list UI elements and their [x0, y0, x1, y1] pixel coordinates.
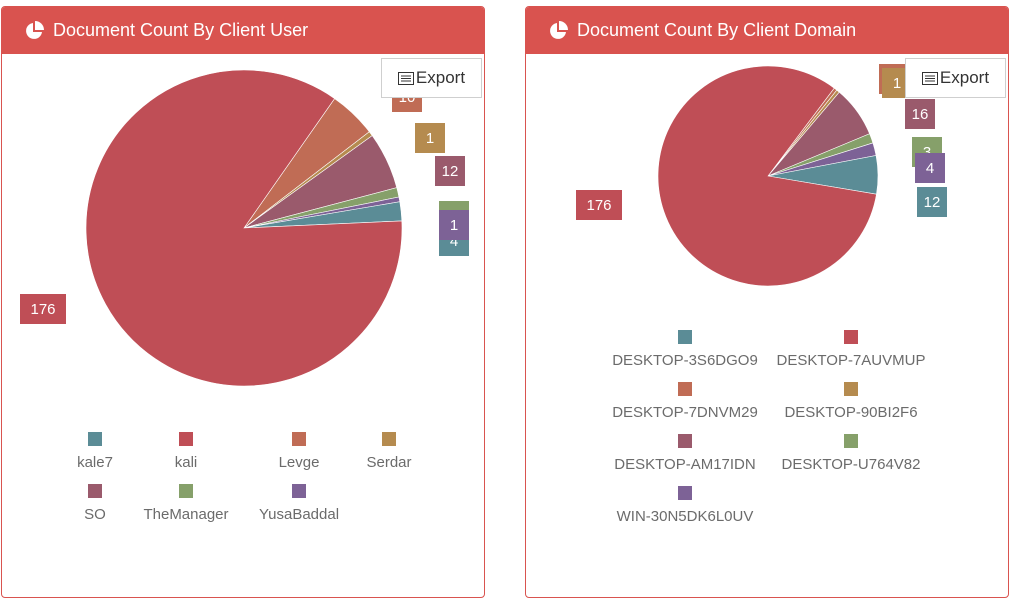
data-label-yusabaddal: 1 [439, 210, 469, 240]
legend-swatch [844, 434, 858, 448]
legend-label: Serdar [366, 454, 412, 471]
panel-title: Document Count By Client User [53, 20, 309, 40]
data-label-kali: 176 [20, 294, 66, 324]
svg-text:16: 16 [912, 106, 929, 123]
legend-label: WIN-30N5DK6L0UV [616, 508, 754, 525]
pie-chart-icon [24, 20, 44, 41]
legend-label: TheManager [143, 506, 229, 523]
legend-item-serdar[interactable]: Serdar [309, 432, 469, 472]
legend-label: SO [84, 506, 106, 523]
legend-swatch [678, 382, 692, 396]
svg-text:12: 12 [924, 194, 941, 211]
legend-swatch [678, 434, 692, 448]
legend-item-kali[interactable]: kali [106, 432, 266, 472]
legend-item-so[interactable]: SO [15, 484, 175, 524]
pie-chart-client-user: 41761011221 [20, 69, 469, 387]
legend-label: DESKTOP-AM17IDN [614, 456, 756, 473]
svg-text:1: 1 [450, 217, 458, 234]
legend-swatch [88, 432, 102, 446]
pie-chart-client-domain: 12176111634 [576, 64, 947, 287]
svg-text:176: 176 [586, 197, 611, 214]
legend-label: DESKTOP-7DNVM29 [612, 404, 758, 421]
legend-label: DESKTOP-7AUVMUP [776, 352, 926, 369]
legend-swatch [179, 484, 193, 498]
svg-text:4: 4 [450, 233, 458, 250]
data-label-desktop-am17idn: 16 [905, 99, 935, 129]
data-label-serdar: 1 [415, 123, 445, 153]
svg-text:4: 4 [926, 160, 934, 177]
data-label-so: 12 [435, 156, 465, 186]
legend-item-desktop-7auvmup[interactable]: DESKTOP-7AUVMUP [771, 330, 931, 370]
legend-swatch [678, 486, 692, 500]
legend-label: kale7 [77, 454, 113, 471]
legend-label: kali [174, 454, 198, 471]
export-label: Export [939, 68, 990, 87]
legend-swatch [844, 330, 858, 344]
export-button[interactable]: Export [905, 58, 1006, 98]
pie-slice-kali[interactable] [85, 69, 403, 387]
legend-item-levge[interactable]: Levge [219, 432, 379, 472]
panel-title: Document Count By Client Domain [577, 20, 857, 40]
legend-item-desktop-am17idn[interactable]: DESKTOP-AM17IDN [605, 434, 765, 474]
list-icon [397, 71, 414, 85]
legend-label: YusaBaddal [258, 506, 340, 523]
panel-header: Document Count By Client User [2, 7, 484, 54]
svg-text:12: 12 [442, 163, 459, 180]
legend-swatch [678, 330, 692, 344]
svg-text:1: 1 [893, 75, 901, 92]
panel-client-user: Document Count By Client User Export 4 17… [1, 6, 485, 598]
legend-item-desktop-3s6dgo9[interactable]: DESKTOP-3S6DGO9 [605, 330, 765, 370]
legend-label: DESKTOP-90BI2F6 [784, 404, 918, 421]
legend-item-win-30n5dk6l0uv[interactable]: WIN-30N5DK6L0UV [605, 486, 765, 526]
legend-swatch [292, 432, 306, 446]
legend-item-desktop-7dnvm29[interactable]: DESKTOP-7DNVM29 [605, 382, 765, 422]
legend-swatch [88, 484, 102, 498]
legend-swatch [292, 484, 306, 498]
svg-text:1: 1 [426, 130, 434, 147]
data-label-desktop-3s6dgo9: 12 [917, 187, 947, 217]
legend-swatch [179, 432, 193, 446]
export-button[interactable]: Export [381, 58, 482, 98]
panel-header: Document Count By Client Domain [526, 7, 1008, 54]
legend-label: DESKTOP-U764V82 [781, 456, 921, 473]
pie-chart-icon [548, 20, 568, 41]
legend-item-yusabaddal[interactable]: YusaBaddal [219, 484, 379, 524]
export-label: Export [415, 68, 466, 87]
legend-item-themanager[interactable]: TheManager [106, 484, 266, 524]
legend-swatch [844, 382, 858, 396]
legend-label: Levge [278, 454, 320, 471]
list-icon [921, 71, 938, 85]
svg-text:176: 176 [30, 301, 55, 318]
legend-item-desktop-u764v82[interactable]: DESKTOP-U764V82 [771, 434, 931, 474]
legend-item-desktop-90bi2f6[interactable]: DESKTOP-90BI2F6 [771, 382, 931, 422]
legend-item-kale7[interactable]: kale7 [15, 432, 175, 472]
data-label-desktop-7auvmup: 176 [576, 190, 622, 220]
legend-swatch [382, 432, 396, 446]
data-label-win-30n5dk6l0uv: 4 [915, 153, 945, 183]
legend-label: DESKTOP-3S6DGO9 [612, 352, 758, 369]
svg-text:3: 3 [923, 144, 931, 161]
panel-client-domain: Document Count By Client Domain Export 1… [525, 6, 1009, 598]
pie-slice-desktop-7auvmup[interactable] [657, 65, 877, 287]
